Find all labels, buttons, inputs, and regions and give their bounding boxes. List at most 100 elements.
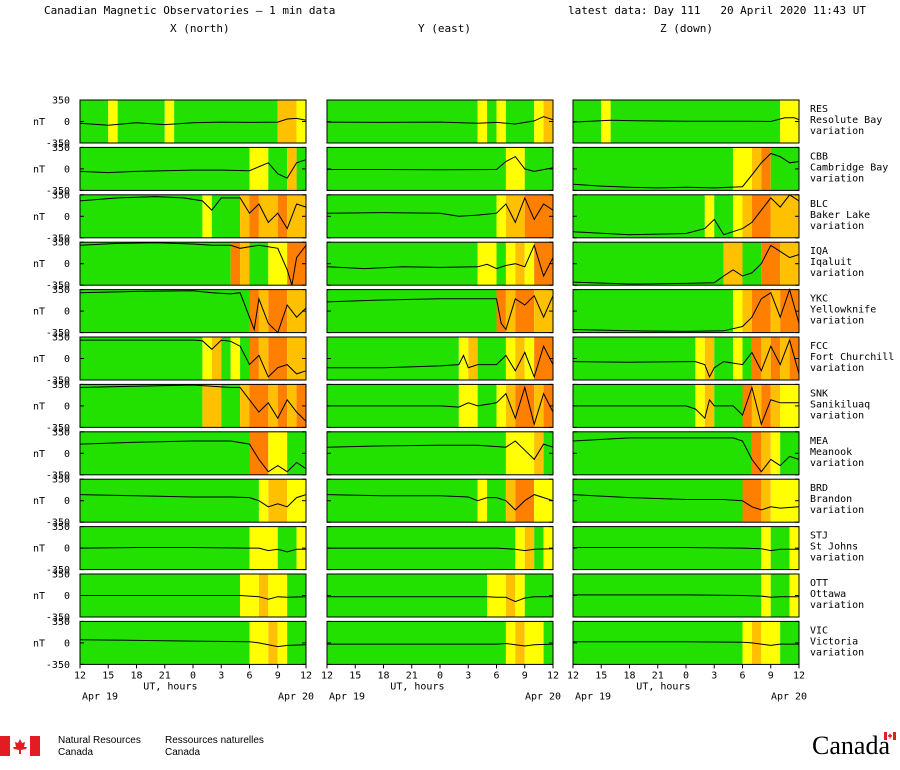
activity-band-storm <box>249 289 259 333</box>
activity-band-quiet <box>780 621 799 665</box>
y-axis-label: nT <box>33 496 45 507</box>
panel-mea-2 <box>572 431 800 476</box>
trace-mea <box>326 440 554 461</box>
activity-band-unsettled <box>770 431 781 475</box>
activity-band-active <box>534 431 544 475</box>
date-label-start: Apr 19 <box>575 691 611 702</box>
panel-stj-2 <box>572 526 800 571</box>
activity-band-quiet <box>327 574 488 617</box>
activity-band-quiet <box>487 100 497 143</box>
trace-iqa <box>326 243 554 278</box>
activity-band-unsettled <box>496 384 506 428</box>
y-tick-label: 0 <box>64 449 70 460</box>
activity-band-quiet <box>287 431 306 475</box>
activity-band-quiet <box>573 194 705 238</box>
x-tick-label: 18 <box>130 670 142 681</box>
y-axis-label: nT <box>33 354 45 365</box>
activity-band-active <box>742 194 752 238</box>
panel-iqa-1 <box>326 241 554 286</box>
y-tick-label: 350 <box>52 617 70 628</box>
activity-band-active <box>505 479 516 523</box>
activity-band-unsettled <box>458 337 469 380</box>
x-tick-label: 15 <box>102 670 114 681</box>
y-tick-label: 0 <box>64 591 70 602</box>
activity-band-unsettled <box>505 147 525 191</box>
panel-vic-1 <box>326 620 554 665</box>
x-tick-label: 12 <box>74 670 86 681</box>
activity-band-active <box>240 194 250 238</box>
activity-band-quiet <box>573 479 743 523</box>
trace-stj <box>327 547 554 552</box>
x-tick-label: 15 <box>595 670 607 681</box>
trace-fcc <box>80 339 307 378</box>
activity-band-unsettled <box>733 194 743 238</box>
y-tick-label: 350 <box>52 333 70 344</box>
activity-band-unsettled <box>543 526 553 570</box>
activity-band-active <box>770 289 781 333</box>
trace-fcc <box>327 344 554 379</box>
activity-band-unsettled <box>268 574 288 617</box>
activity-band-quiet <box>327 621 506 665</box>
activity-band-quiet <box>327 147 506 191</box>
x-tick-label: 12 <box>793 670 805 681</box>
x-tick-label: 3 <box>711 670 717 681</box>
activity-band-storm <box>249 384 269 428</box>
panel-snk-1 <box>326 383 554 428</box>
activity-band-quiet <box>770 574 790 617</box>
y-tick-label: -350 <box>46 376 70 387</box>
x-tick-label: 3 <box>218 670 224 681</box>
station-variation-label: variation <box>810 410 864 421</box>
activity-band-unsettled <box>770 479 799 523</box>
panel-ott-1 <box>326 573 554 618</box>
y-tick-label: -350 <box>46 470 70 481</box>
activity-band-unsettled <box>487 574 506 617</box>
station-variation-label: variation <box>810 505 864 516</box>
trace-ott <box>80 595 307 600</box>
y-tick-label: 350 <box>52 522 70 533</box>
panel-cbb-2 <box>572 146 800 191</box>
x-axis-label: UT, hours <box>143 681 197 692</box>
y-tick-label: -350 <box>46 281 70 292</box>
panel-ykc-1 <box>326 289 554 334</box>
y-tick-label: 0 <box>64 307 70 318</box>
activity-band-unsettled <box>524 621 544 665</box>
y-axis-label: nT <box>33 259 45 270</box>
activity-band-active <box>704 384 715 428</box>
station-name-label: Fort Churchill <box>810 352 894 363</box>
activity-band-unsettled <box>458 384 478 428</box>
panel-brd-0 <box>79 478 307 523</box>
activity-band-quiet <box>80 194 203 238</box>
activity-band-active <box>211 337 222 380</box>
x-tick-label: 0 <box>190 670 196 681</box>
panel-snk-2 <box>572 383 800 428</box>
activity-band-storm <box>277 194 288 238</box>
station-name-label: St Johns <box>810 542 858 553</box>
y-tick-label: 0 <box>64 354 70 365</box>
activity-band-storm <box>761 147 771 191</box>
activity-band-active <box>515 242 525 286</box>
activity-band-quiet <box>487 479 506 523</box>
station-variation-label: variation <box>810 173 864 184</box>
activity-band-quiet <box>327 194 497 238</box>
panel-brd-1 <box>326 478 554 523</box>
activity-band-quiet <box>573 289 734 333</box>
activity-band-unsettled <box>496 100 506 143</box>
activity-band-unsettled <box>704 194 715 238</box>
activity-band-storm <box>277 384 288 428</box>
activity-band-unsettled <box>761 574 771 617</box>
activity-band-storm <box>761 242 781 286</box>
y-tick-label: -350 <box>46 565 70 576</box>
panel-brd-2 <box>572 478 800 523</box>
x-tick-label: 12 <box>547 670 559 681</box>
date-label-end: Apr 20 <box>278 691 314 702</box>
panel-blc-2 <box>572 194 800 239</box>
date-label-end: Apr 20 <box>771 691 807 702</box>
activity-band-unsettled <box>780 100 799 143</box>
station-variation-label: variation <box>810 126 864 137</box>
activity-band-storm <box>751 289 771 333</box>
